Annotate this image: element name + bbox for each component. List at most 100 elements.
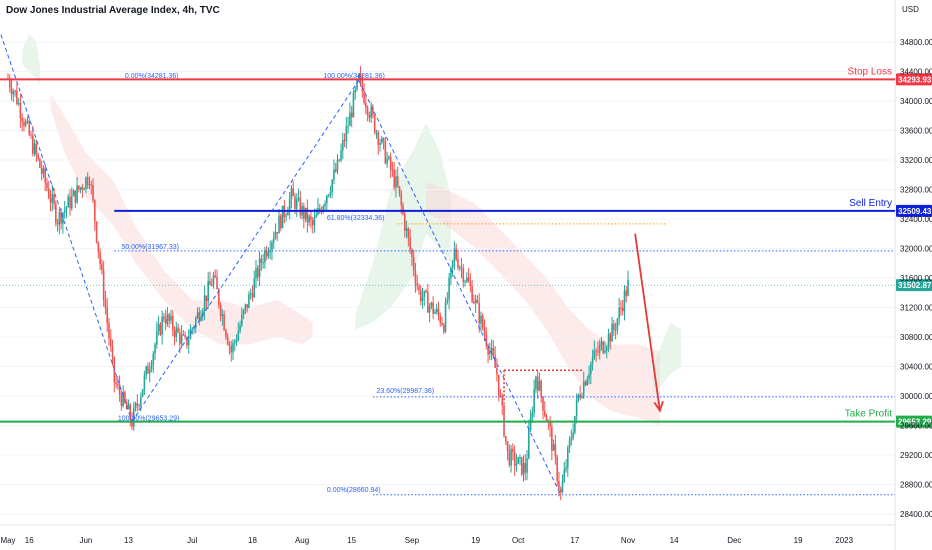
price-tick-label: 31600.00 [900,274,932,283]
price-tick-label: 33200.00 [900,156,932,165]
candle-body [446,299,449,302]
candle-body [597,351,599,353]
price-tick-label: 31200.00 [900,304,932,313]
candle-body [58,211,61,225]
candle-body [533,388,535,413]
candle-body [621,307,624,312]
candle-body [318,208,321,211]
candle-body [588,374,590,379]
candle-body [623,290,626,312]
candle-body [32,135,34,154]
candle-body [322,206,325,213]
candle-body [572,432,574,439]
candle-body [375,132,378,134]
candle-body [478,302,481,324]
time-tick-label: 16 [25,536,34,545]
candle-body [398,186,401,194]
candle-body [598,345,601,353]
candle-body [62,212,64,224]
candle-body [538,380,541,391]
candle-body [558,480,560,489]
candle-body [267,252,270,257]
candle-body [483,328,486,335]
candle-body [609,333,612,342]
candle-body [173,330,176,337]
candle-body [520,456,523,475]
candle-body [248,294,250,308]
candle-body [333,169,335,180]
candle-body [627,280,629,296]
candle-body [334,169,337,172]
cloud-band-red-1 [50,93,313,345]
candle-body [469,281,472,287]
candle-body [480,315,482,324]
candle-body [79,187,82,190]
candle-body [409,237,411,250]
candle-body [102,270,105,301]
candle-body [561,481,564,493]
candle-body [191,328,194,330]
time-tick-label: Aug [295,536,309,545]
candle-body [501,395,504,406]
candle-body [278,215,280,234]
candle-body [462,268,465,282]
candle-body [582,381,585,396]
candle-body [237,331,240,341]
time-tick-label: 13 [124,536,133,545]
level-badge [896,73,932,86]
candle-body [400,193,403,206]
candle-body [336,159,339,172]
candle-body [614,330,617,332]
last-price-badge-text: 31502.87 [898,281,932,290]
candle-body [99,252,101,265]
level-badge-text: 29653.29 [898,418,932,427]
time-tick-label: 15 [347,536,356,545]
candle-body [163,316,165,320]
candle-body [506,441,509,452]
candle-body [194,318,197,328]
candle-body [607,333,610,347]
price-tick-label: 32400.00 [900,215,932,224]
time-tick-label: Jul [187,536,197,545]
candle-body [76,185,78,203]
candle-body [554,444,557,458]
candle-body [232,343,234,353]
time-tick-label: 2023 [835,536,853,545]
candle-body [159,324,162,335]
candle-body [404,213,406,231]
candle-body [292,188,295,197]
price-tick-label: 30400.00 [900,363,932,372]
candle-body [210,284,213,286]
candle-body [70,196,73,209]
axes: 34800.00 34400.00 34000.00 33600.00 33200.00… [0,38,932,545]
chart-title: Dow Jones Industrial Average Index, 4h, … [6,5,220,16]
candle-body [575,399,578,417]
candle-body [584,381,587,386]
candle-body [508,451,511,466]
candle-body [46,182,48,189]
candle-body [131,419,133,427]
candle-body [226,336,229,345]
candle-body [306,207,309,223]
candle-body [535,376,537,389]
candle-body [528,429,530,459]
candle-body [366,107,369,115]
candle-body [30,134,32,136]
candle-body [24,121,27,126]
candle-body [473,301,475,304]
candle-body [467,277,470,282]
candle-body [161,316,163,335]
candle-body [481,315,484,329]
candle-body [223,314,225,331]
candle-body [294,196,296,209]
candle-body [428,305,431,313]
candle-body [451,260,454,268]
candle-body [437,308,440,316]
candle-body [581,395,583,398]
candle-body [510,448,512,466]
candle-body [132,407,135,427]
candle-body [118,384,121,395]
